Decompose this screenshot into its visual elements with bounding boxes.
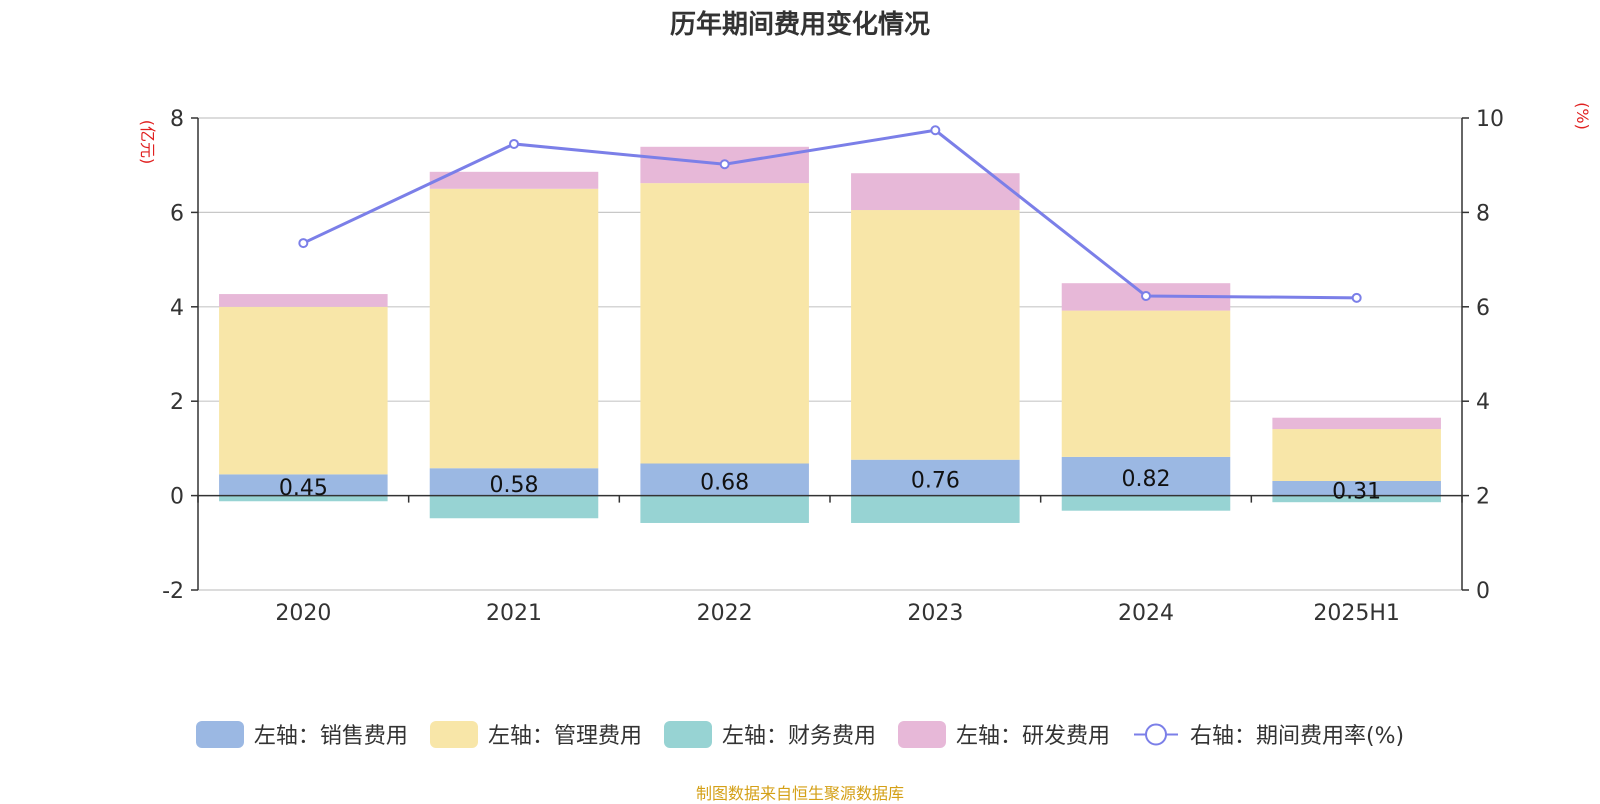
bar-segment [219, 306, 388, 475]
axis-layer: -2 0 2 4 6 8 0 2 4 6 8 10 2020 2021 2022 2023 2024 2025H1 [162, 107, 1504, 626]
legend-item[interactable]: 左轴：财务费用 [663, 718, 876, 750]
rate-point [719, 159, 730, 170]
left-tick-label: 0 [170, 485, 184, 510]
right-tick-label: 6 [1476, 296, 1490, 321]
grid-layer [198, 117, 1462, 591]
legend-item[interactable]: 左轴：销售费用 [195, 718, 408, 750]
left-tick-label: 8 [170, 107, 184, 132]
bar-segment [429, 468, 599, 496]
category-label: 2021 [486, 601, 542, 626]
rate-point [1351, 292, 1362, 303]
right-tick-label: 4 [1476, 390, 1490, 415]
data-label: 0.82 [1122, 467, 1171, 492]
legend-label: 左轴：财务费用 [721, 724, 876, 749]
rate-point [930, 125, 941, 136]
bar-segment [1061, 310, 1231, 457]
legend-item[interactable]: 右轴：期间费用率(%) [1132, 718, 1404, 750]
bar-segment [1061, 495, 1231, 511]
legend: 左轴：销售费用 左轴：管理费用 左轴：财务费用 左轴：研发费用 右轴：期间费用率(%) [0, 718, 1600, 750]
legend-swatch [429, 720, 478, 748]
legend-item[interactable]: 左轴：管理费用 [429, 718, 642, 750]
bar-segment [1272, 480, 1441, 496]
label-layer: 0.45 0.58 0.68 0.76 0.82 0.31 [279, 467, 1381, 504]
chart-title: 历年期间费用变化情况 [669, 10, 930, 40]
data-label: 0.31 [1332, 479, 1381, 504]
line-layer [298, 125, 1362, 303]
data-label: 0.58 [490, 473, 539, 498]
legend-label: 左轴：研发费用 [955, 724, 1110, 749]
legend-line-swatch [1133, 723, 1178, 745]
category-label: 2025H1 [1313, 601, 1400, 626]
bar-segment [219, 474, 388, 496]
bar-segment [429, 171, 599, 189]
left-tick-label: -2 [162, 579, 184, 604]
bar-segment [1272, 495, 1441, 503]
rate-line [302, 128, 1357, 300]
legend-label: 左轴：管理费用 [487, 724, 642, 749]
data-label: 0.76 [911, 469, 960, 494]
bar-segment [1061, 456, 1231, 496]
bar-segment [640, 495, 809, 523]
bar-segment [640, 463, 809, 496]
data-label: 0.45 [279, 476, 328, 501]
right-axis-unit: (%) [1573, 102, 1592, 130]
category-label: 2022 [697, 601, 753, 626]
left-tick-label: 4 [170, 296, 184, 321]
category-label: 2023 [907, 601, 963, 626]
legend-item[interactable]: 左轴：研发费用 [897, 718, 1110, 750]
bar-segment [851, 459, 1020, 496]
rate-point [298, 238, 309, 249]
legend-label: 右轴：期间费用率(%) [1189, 724, 1405, 749]
legend-label: 左轴：销售费用 [253, 724, 408, 749]
bar-segment [219, 495, 388, 502]
bar-segment [429, 188, 599, 469]
legend-swatch [663, 720, 712, 748]
bar-segment [851, 173, 1020, 211]
legend-swatch [897, 720, 946, 748]
left-axis-unit: (亿元) [138, 120, 157, 165]
right-tick-label: 0 [1476, 579, 1490, 604]
category-label: 2024 [1118, 601, 1174, 626]
category-label: 2020 [275, 601, 331, 626]
bar-layer [219, 146, 1441, 523]
rate-point [509, 138, 519, 149]
bar-segment [1272, 417, 1441, 430]
legend-swatch [195, 720, 244, 748]
source-note: 制图数据来自恒生聚源数据库 [695, 784, 904, 803]
left-tick-label: 2 [170, 390, 184, 415]
bar-segment [851, 210, 1020, 460]
rate-point [1141, 290, 1151, 301]
bar-segment [851, 495, 1020, 523]
bar-segment [429, 495, 599, 519]
bar-segment [640, 183, 809, 464]
bar-segment [1272, 429, 1441, 481]
right-tick-label: 8 [1476, 201, 1490, 226]
left-tick-label: 6 [170, 201, 184, 226]
data-label: 0.68 [700, 471, 749, 496]
right-tick-label: 2 [1476, 485, 1490, 510]
right-tick-label: 10 [1476, 107, 1504, 132]
bar-segment [219, 294, 388, 307]
